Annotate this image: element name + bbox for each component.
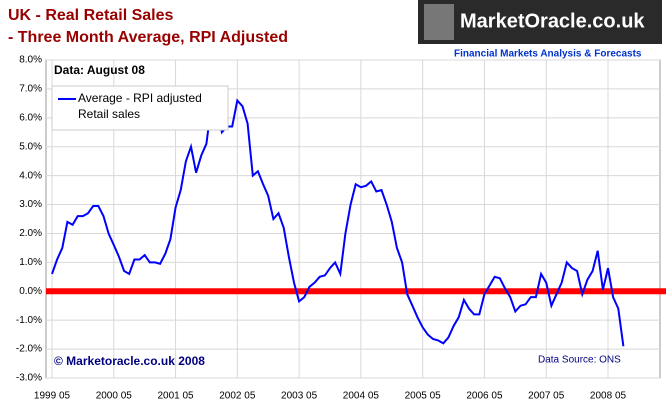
y-tick-label: 3.0% [19, 199, 42, 210]
y-tick-label: -3.0% [16, 373, 42, 384]
logo-icon [424, 4, 454, 40]
x-tick-label: 2004 05 [343, 391, 380, 402]
data-line [51, 98, 625, 347]
annotation: © Marketoracle.co.uk 2008 [54, 354, 205, 368]
x-tick-label: 2000 05 [96, 391, 133, 402]
y-tick-label: 6.0% [19, 112, 42, 123]
x-tick-label: 1999 05 [34, 391, 71, 402]
x-tick-label: 2003 05 [281, 391, 318, 402]
x-tick-label: 2001 05 [157, 391, 194, 402]
x-tick-label: 2006 05 [466, 391, 503, 402]
y-tick-label: 1.0% [19, 257, 42, 268]
y-tick-label: 5.0% [19, 141, 42, 152]
legend-label: Average - RPI adjusted Retail sales [78, 91, 202, 121]
logo-box [418, 0, 662, 44]
y-tick-label: -1.0% [16, 315, 42, 326]
chart-subtitle: - Three Month Average, RPI Adjusted [8, 29, 288, 46]
x-tick-label: 2007 05 [528, 391, 565, 402]
y-tick-label: 4.0% [19, 170, 42, 181]
y-tick-label: 7.0% [19, 84, 42, 95]
legend-box [51, 85, 229, 131]
annotation: Data Source: ONS [538, 355, 621, 366]
y-tick-label: 2.0% [19, 228, 42, 239]
logo: MarketOracle.co.uk [460, 10, 645, 32]
y-tick-label: -2.0% [16, 344, 42, 355]
annotation: Data: August 08 [54, 63, 145, 77]
x-tick-label: 2002 05 [219, 391, 256, 402]
y-tick-label: 8.0% [19, 55, 42, 66]
chart-title: UK - Real Retail Sales [8, 7, 174, 24]
x-tick-label: 2008 05 [590, 391, 627, 402]
x-tick-label: 2005 05 [405, 391, 442, 402]
y-tick-label: 0.0% [19, 286, 42, 297]
logo-tagline: Financial Markets Analysis & Forecasts [454, 49, 642, 60]
